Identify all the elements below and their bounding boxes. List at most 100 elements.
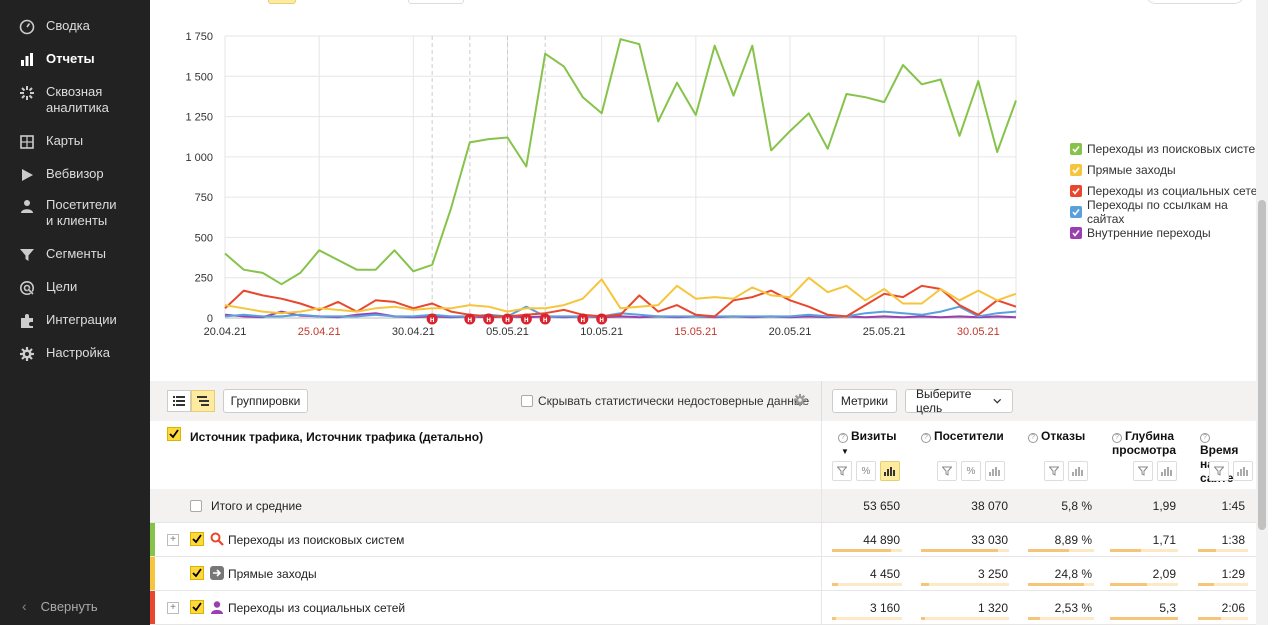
goal-select[interactable]: Выберите цель	[905, 387, 1013, 415]
bar-chart-toggle-icon[interactable]	[1233, 461, 1253, 481]
row-label[interactable]: Переходы из поисковых систем	[228, 533, 405, 547]
holiday-marker-icon[interactable]	[502, 313, 513, 325]
percent-icon[interactable]: %	[961, 461, 981, 481]
table-toolbar: Группировки Скрывать статистически недос…	[150, 381, 1268, 421]
series-line-0[interactable]	[224, 38, 1017, 286]
series-line-3[interactable]	[224, 305, 1017, 318]
holiday-marker-icon[interactable]	[464, 313, 476, 325]
column-header-visits[interactable]: ? Визиты ▼	[838, 429, 908, 459]
row-checkbox[interactable]	[190, 600, 204, 614]
legend-item-internal[interactable]: Внутренние переходы	[1070, 222, 1268, 243]
page-scrollbar[interactable]	[1256, 0, 1268, 625]
holiday-marker-label: н	[580, 315, 585, 324]
expand-row-icon[interactable]: +	[167, 602, 179, 614]
groupings-button[interactable]: Группировки	[223, 389, 308, 413]
percent-icon[interactable]: %	[856, 461, 876, 481]
table-row[interactable]: + Переходы из поисковых систем 44 890 33 03…	[150, 523, 1268, 557]
puzzle-icon	[18, 312, 36, 330]
scrollbar-thumb[interactable]	[1258, 200, 1266, 530]
sidebar-item-settings[interactable]: Настройка	[0, 345, 150, 363]
metrics-button[interactable]: Метрики	[832, 389, 897, 413]
legend-item-social[interactable]: Переходы из социальных сетей	[1070, 180, 1268, 201]
table-row[interactable]: Прямые заходы 4 450 3 250 24,8 % 2,09 1:29	[150, 557, 1268, 591]
holiday-marker-label: н	[599, 315, 604, 324]
sidebar-item-label: Интеграции	[46, 312, 117, 327]
legend-item-search[interactable]: Переходы из поисковых систем	[1070, 138, 1268, 159]
holiday-marker-icon[interactable]	[426, 313, 438, 325]
series-line-1[interactable]	[224, 276, 1017, 315]
table-row[interactable]: + Переходы из социальных сетей 3 160 1 320 2…	[150, 591, 1268, 625]
sidebar-item-cross-analytics[interactable]: Сквозная аналитика	[0, 84, 150, 116]
sidebar-item-webvisor[interactable]: Вебвизор	[0, 166, 150, 184]
holiday-marker-icon[interactable]	[539, 313, 551, 325]
row-checkbox[interactable]	[190, 566, 204, 580]
sidebar-item-maps[interactable]: Карты	[0, 133, 150, 151]
legend-item-links[interactable]: Переходы по ссылкам на сайтах	[1070, 198, 1268, 226]
bar-chart-toggle-icon[interactable]	[1068, 461, 1088, 481]
sidebar-item-integrations[interactable]: Интеграции	[0, 312, 150, 330]
total-bounces: 5,8 %	[1061, 499, 1092, 513]
sidebar-item-summary[interactable]: Сводка	[0, 18, 150, 36]
holiday-marker-icon[interactable]	[520, 313, 532, 325]
filter-icon[interactable]	[1044, 461, 1064, 481]
sidebar-item-reports[interactable]: Отчеты	[0, 51, 150, 69]
metric-share-fill	[1110, 583, 1147, 586]
row-label[interactable]: Прямые заходы	[228, 567, 317, 581]
holiday-marker-icon[interactable]	[577, 313, 589, 325]
detail-toggle-stub[interactable]	[408, 0, 464, 4]
collapse-sidebar-button[interactable]: ‹ Свернуть	[0, 587, 150, 625]
total-row-checkbox[interactable]	[190, 500, 202, 512]
metric-share-bar	[1110, 583, 1178, 586]
holiday-marker-icon[interactable]	[483, 313, 495, 325]
row-metric-value: 8,89 %	[1054, 533, 1092, 547]
period-toggle-stub[interactable]	[268, 0, 296, 4]
hide-unreliable-checkbox[interactable]	[521, 395, 533, 407]
column-header-depth[interactable]: ? Глубина просмотра	[1112, 429, 1180, 457]
holiday-marker-label: н	[524, 315, 529, 324]
bar-chart-toggle-icon[interactable]	[985, 461, 1005, 481]
export-button-stub[interactable]	[1145, 0, 1245, 4]
sidebar-item-goals[interactable]: Цели	[0, 279, 150, 297]
list-view-button[interactable]	[167, 390, 191, 412]
sidebar-item-label: Сегменты	[46, 246, 107, 261]
dimension-checkbox[interactable]	[167, 427, 181, 441]
sidebar: Сводка Отчеты Сквозная аналитика Карты В…	[0, 0, 150, 625]
x-tick-label: 10.05.21	[580, 326, 623, 338]
series-line-4[interactable]	[224, 310, 1017, 319]
filter-icon[interactable]	[937, 461, 957, 481]
x-tick-label: 25.04.21	[298, 326, 341, 338]
bar-chart-toggle-icon[interactable]	[1157, 461, 1177, 481]
bar-chart-toggle-icon[interactable]	[880, 461, 900, 481]
column-header-visitors[interactable]: ? Посетители	[921, 429, 1011, 443]
help-icon[interactable]: ?	[1028, 433, 1038, 443]
row-label[interactable]: Переходы из социальных сетей	[228, 601, 406, 615]
sidebar-item-label: Сквозная аналитика	[46, 84, 109, 115]
help-icon[interactable]: ?	[1200, 433, 1210, 443]
row-checkbox[interactable]	[190, 532, 204, 546]
sidebar-item-segments[interactable]: Сегменты	[0, 246, 150, 264]
hide-unreliable-toggle[interactable]: Скрывать статистически недостоверные дан…	[521, 394, 809, 408]
expand-row-icon[interactable]: +	[167, 534, 179, 546]
help-icon[interactable]: ?	[921, 433, 931, 443]
play-icon	[18, 166, 36, 184]
x-tick-label: 20.04.21	[204, 326, 247, 338]
metric-share-bar	[1198, 549, 1248, 552]
filter-icon[interactable]	[1209, 461, 1229, 481]
y-axis: 0 250 500 750 1 000 1 250 1 500 1 750	[185, 31, 213, 325]
filter-icon[interactable]	[832, 461, 852, 481]
metric-share-fill	[1198, 549, 1216, 552]
table-settings-gear-icon[interactable]	[793, 393, 807, 410]
gear-icon	[18, 345, 36, 363]
filter-icon[interactable]	[1133, 461, 1153, 481]
chevron-down-icon	[993, 398, 1002, 404]
tree-view-button[interactable]	[191, 390, 215, 412]
help-icon[interactable]: ?	[838, 433, 848, 443]
holiday-marker-icon[interactable]	[596, 313, 608, 325]
column-header-bounces[interactable]: ? Отказы	[1028, 429, 1098, 443]
column-title: Отказы	[1041, 429, 1086, 443]
legend-item-direct[interactable]: Прямые заходы	[1070, 159, 1268, 180]
legend-checkbox-icon	[1070, 226, 1082, 239]
help-icon[interactable]: ?	[1112, 433, 1122, 443]
sidebar-item-visitors[interactable]: Посетители и клиенты	[0, 197, 150, 229]
